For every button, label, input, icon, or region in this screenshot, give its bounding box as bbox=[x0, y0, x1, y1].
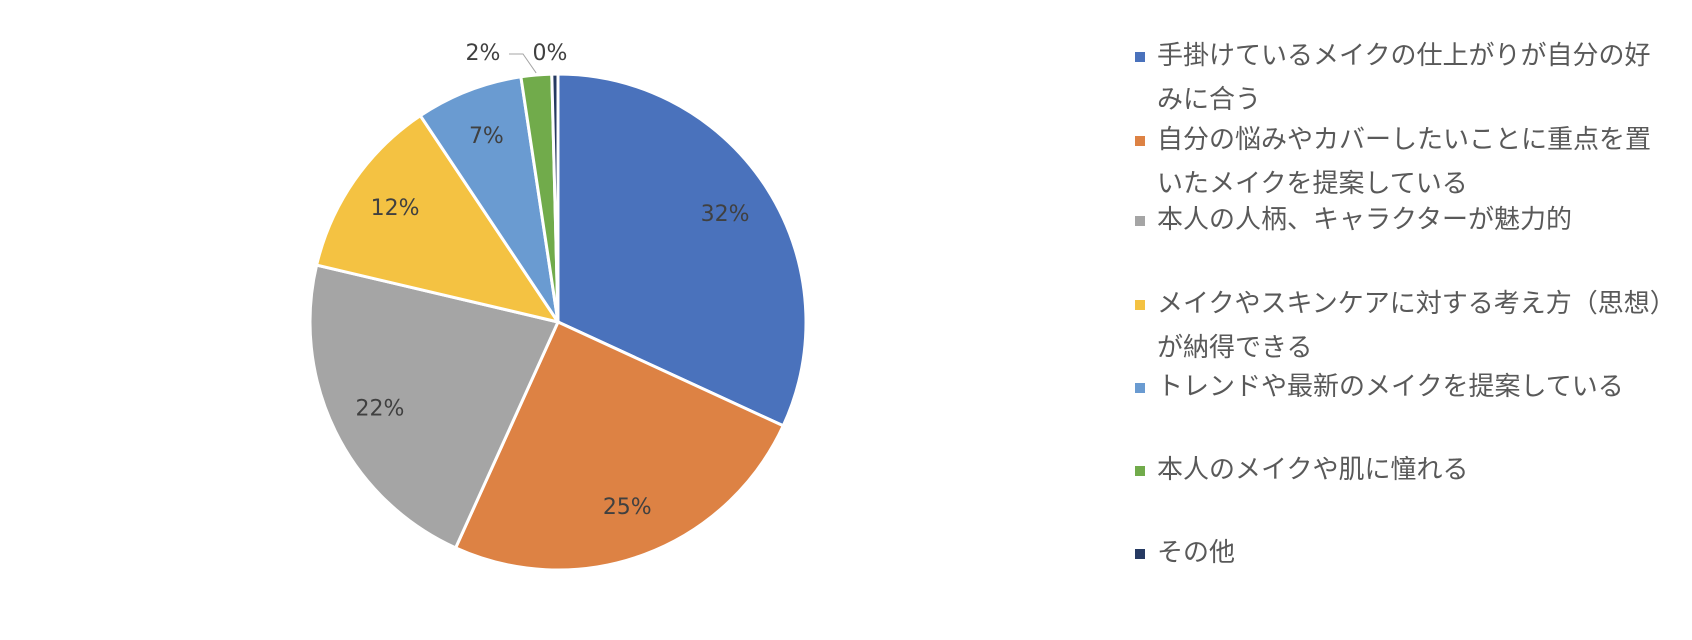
legend-swatch bbox=[1135, 466, 1145, 476]
legend-swatch bbox=[1135, 136, 1145, 146]
pie-slice bbox=[418, 75, 560, 323]
legend-label: メイクやスキンケアに対する考え方（思想）が納得できる bbox=[1157, 289, 1663, 363]
data-label: 32% bbox=[701, 202, 750, 227]
data-label: 2% bbox=[466, 41, 501, 66]
legend-entry: メイクやスキンケアに対する考え方（思想）が納得できる bbox=[1135, 282, 1675, 370]
legend-label: その他 bbox=[1157, 538, 1236, 568]
legend-entry: その他 bbox=[1135, 531, 1675, 575]
legend-entry: 本人のメイクや肌に憧れる bbox=[1135, 448, 1675, 492]
data-label: 7% bbox=[469, 124, 504, 149]
legend-entry: トレンドや最新のメイクを提案している bbox=[1135, 365, 1675, 409]
legend-label: 手掛けているメイクの仕上がりが自分の好みに合う bbox=[1157, 41, 1651, 115]
data-label: 25% bbox=[603, 495, 652, 520]
data-label: 12% bbox=[371, 196, 420, 221]
legend-entry: 手掛けているメイクの仕上がりが自分の好みに合う bbox=[1135, 34, 1675, 122]
legend-swatch bbox=[1135, 300, 1145, 310]
pie-slice bbox=[308, 263, 561, 550]
legend-label: トレンドや最新のメイクを提案している bbox=[1157, 372, 1624, 402]
legend-entry: 本人の人柄、キャラクターが魅力的 bbox=[1135, 198, 1675, 242]
legend-label: 本人のメイクや肌に憧れる bbox=[1157, 455, 1469, 485]
pie-slice bbox=[453, 320, 786, 572]
leader-line bbox=[509, 53, 537, 74]
chart: 32% 25% 22% 12% 7% 2% 0% bbox=[308, 41, 808, 572]
pie-slice bbox=[556, 72, 808, 428]
data-label: 0% bbox=[533, 41, 568, 66]
legend-entry: 自分の悩みやカバーしたいことに重点を置いたメイクを提案している bbox=[1135, 118, 1675, 206]
data-label: 22% bbox=[355, 397, 404, 422]
legend-swatch bbox=[1135, 549, 1145, 559]
pie-slice bbox=[314, 113, 562, 325]
legend-swatch bbox=[1135, 383, 1145, 393]
legend-swatch bbox=[1135, 216, 1145, 226]
legend-label: 自分の悩みやカバーしたいことに重点を置いたメイクを提案している bbox=[1157, 125, 1652, 199]
pie-slice bbox=[550, 72, 560, 323]
legend-label: 本人の人柄、キャラクターが魅力的 bbox=[1157, 205, 1572, 235]
legend-swatch bbox=[1135, 52, 1145, 62]
